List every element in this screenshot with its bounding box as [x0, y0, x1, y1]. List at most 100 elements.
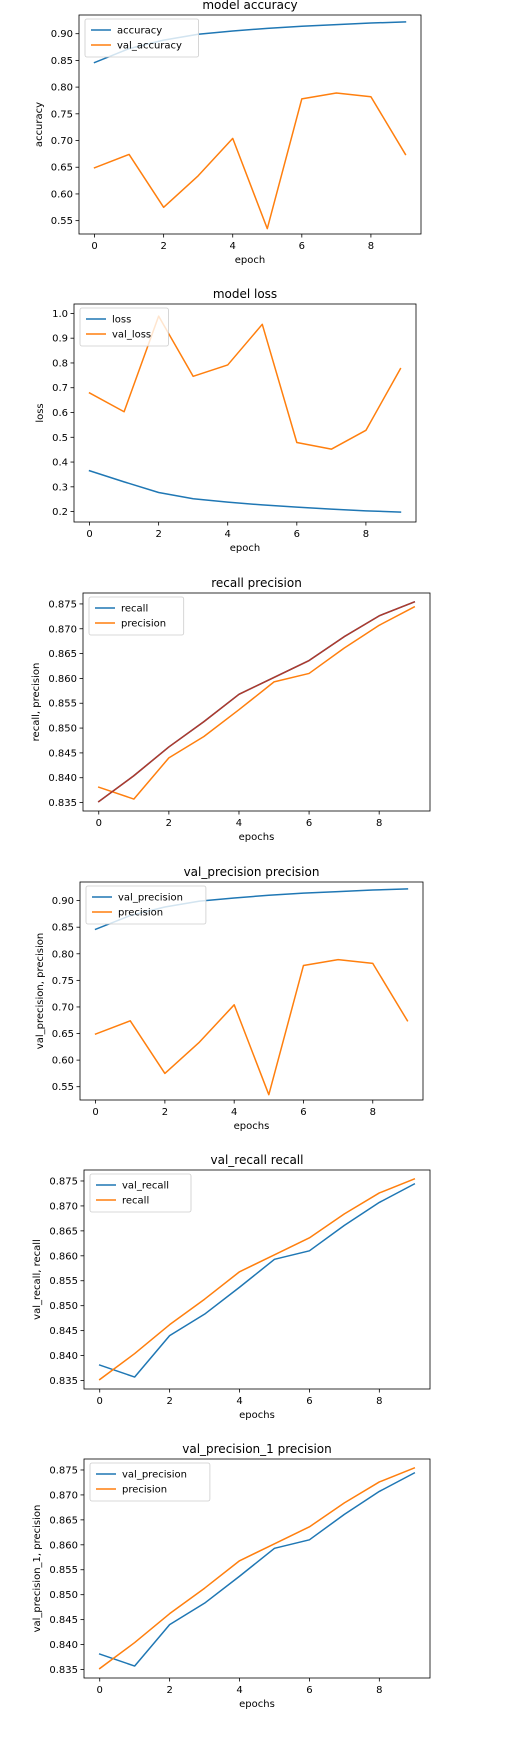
x-tick-label: 8	[368, 241, 374, 252]
plot-area	[78, 14, 422, 235]
x-tick-label: 8	[370, 1107, 376, 1118]
y-tick-label: 0.80	[52, 949, 74, 960]
chart-title: val_precision_1 precision	[182, 1442, 332, 1456]
y-tick-label: 0.845	[49, 1326, 78, 1337]
y-tick-label: 0.65	[51, 163, 73, 174]
legend-label: loss	[112, 315, 131, 326]
legend: accuracy val_accuracy	[84, 18, 199, 58]
plot-area	[79, 881, 424, 1101]
legend-label: val_precision	[118, 893, 183, 904]
series-line-overlay-2	[97, 600, 416, 803]
legend-label: precision	[121, 619, 166, 630]
series-line-val_recall	[98, 1182, 416, 1378]
y-tick-label: 0.865	[48, 649, 77, 660]
x-tick-label: 2	[166, 1685, 172, 1696]
x-tick-label: 8	[376, 1685, 382, 1696]
y-tick-label: 0.855	[49, 1565, 78, 1576]
x-tick-label: 6	[306, 818, 312, 829]
series-line-recall	[98, 1178, 416, 1381]
chart-title: model accuracy	[202, 0, 297, 12]
y-tick-label: 0.860	[49, 1251, 78, 1262]
y-tick-label: 0.845	[49, 1615, 78, 1626]
y-tick-label: 0.865	[49, 1515, 78, 1526]
plot-area	[73, 303, 417, 523]
x-tick-label: 0	[91, 241, 97, 252]
x-tick-label: 2	[166, 818, 172, 829]
x-tick-label: 4	[230, 241, 236, 252]
legend-label: precision	[122, 1485, 167, 1496]
legend-label: precision	[118, 908, 163, 919]
legend-box	[84, 18, 199, 58]
y-tick-label: 0.60	[52, 1056, 74, 1067]
plot-area	[82, 592, 431, 812]
legend-label: val_accuracy	[117, 41, 182, 52]
chart-1: model accuracy 0 2 4 6 8 0.55 0.60 0.65 0.70 0.75 0…	[34, 0, 422, 266]
chart-3: recall precision 0 2 4 6 8 0.835 0.840 0.845 0.85…	[31, 576, 431, 843]
series-line-precision	[98, 1467, 416, 1670]
y-tick-label: 0.835	[49, 1376, 78, 1387]
y-tick-label: 0.840	[49, 1640, 78, 1651]
y-tick-label: 0.850	[48, 724, 77, 735]
y-tick-label: 0.80	[51, 83, 73, 94]
legend-box	[79, 307, 169, 347]
y-axis-label: val_recall, recall	[32, 1239, 43, 1320]
x-tick-label: 6	[306, 1396, 312, 1407]
x-tick-label: 8	[376, 1396, 382, 1407]
x-tick-label: 0	[97, 1396, 103, 1407]
legend-label: recall	[122, 1196, 149, 1207]
y-tick-label: 0.70	[51, 136, 73, 147]
x-axis-label: epochs	[239, 832, 275, 843]
y-tick-label: 0.860	[48, 674, 77, 685]
y-tick-label: 0.8	[52, 358, 68, 369]
legend-box	[89, 1462, 211, 1502]
x-tick-label: 2	[162, 1107, 168, 1118]
y-tick-label: 0.870	[49, 1201, 78, 1212]
chart-title: val_precision precision	[184, 865, 320, 879]
x-axis-label: epoch	[230, 543, 260, 554]
y-tick-label: 1.0	[52, 309, 68, 320]
y-tick-label: 0.75	[52, 976, 74, 987]
x-tick-label: 2	[155, 529, 161, 540]
chart-2: model loss 0 2 4 6 8 0.2 0.3 0.4 0.5 0.6 0.7 0.8 0.9 1…	[35, 287, 417, 554]
y-axis-label: accuracy	[34, 102, 45, 147]
chart-title: val_recall recall	[211, 1153, 304, 1167]
legend: val_precision precision	[89, 1462, 211, 1502]
legend-box	[85, 885, 207, 925]
y-tick-label: 0.7	[52, 383, 68, 394]
y-tick-label: 0.85	[52, 923, 74, 934]
x-tick-label: 4	[236, 818, 242, 829]
y-axis-label: val_precision, precision	[35, 933, 46, 1049]
y-tick-label: 0.9	[52, 334, 68, 345]
x-tick-label: 4	[231, 1107, 237, 1118]
legend-label: val_loss	[112, 330, 151, 341]
y-tick-label: 0.6	[52, 408, 68, 419]
x-tick-label: 6	[306, 1685, 312, 1696]
plot-area	[83, 1169, 431, 1390]
series-line-precision	[97, 605, 416, 800]
y-tick-label: 0.85	[51, 56, 73, 67]
x-tick-label: 0	[92, 1107, 98, 1118]
x-tick-label: 0	[86, 529, 92, 540]
x-tick-label: 4	[225, 529, 231, 540]
x-tick-label: 8	[363, 529, 369, 540]
y-tick-label: 0.875	[49, 1176, 78, 1187]
x-tick-label: 8	[376, 818, 382, 829]
y-tick-label: 0.875	[48, 599, 77, 610]
y-tick-label: 0.850	[49, 1590, 78, 1601]
chart-title: model loss	[213, 287, 277, 301]
y-tick-label: 0.870	[48, 624, 77, 635]
y-tick-label: 0.875	[49, 1465, 78, 1476]
y-tick-label: 0.855	[48, 699, 77, 710]
y-tick-label: 0.855	[49, 1276, 78, 1287]
y-tick-label: 0.845	[48, 748, 77, 759]
series-line-val_precision	[98, 1471, 416, 1667]
y-tick-label: 0.835	[48, 798, 77, 809]
y-axis-label: recall, precision	[31, 663, 42, 742]
x-tick-label: 6	[294, 529, 300, 540]
series-line-val_accuracy	[93, 92, 407, 230]
x-tick-label: 0	[96, 818, 102, 829]
y-tick-label: 0.3	[52, 482, 68, 493]
legend-label: val_precision	[122, 1470, 187, 1481]
y-tick-label: 0.90	[52, 896, 74, 907]
x-tick-label: 0	[97, 1685, 103, 1696]
